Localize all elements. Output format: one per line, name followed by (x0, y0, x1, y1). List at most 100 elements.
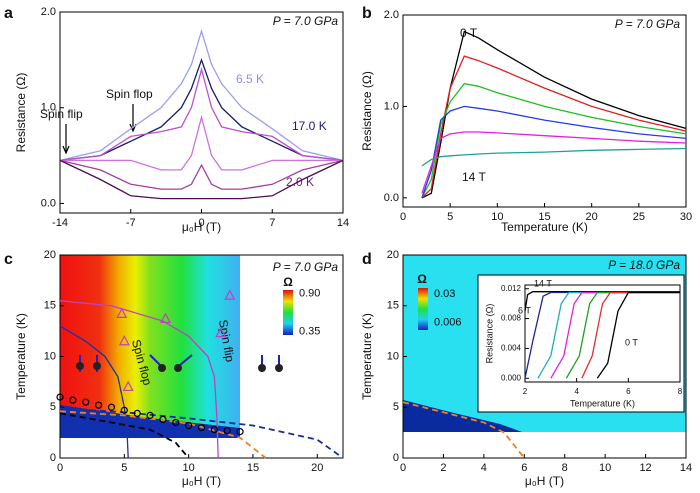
y-tick-label: 1.0 (384, 100, 399, 112)
circle-marker (107, 403, 116, 411)
x-tick-label: 15 (538, 211, 550, 223)
pressure: P = 7.0 GPa (273, 260, 339, 274)
circle-marker (185, 421, 193, 430)
x-tick-label: 6 (521, 462, 527, 474)
series-line (59, 159, 344, 200)
annotation: Spin flop (106, 87, 153, 101)
x-axis-label: μ₀H (T) (525, 474, 564, 488)
series-label: 14 T (534, 278, 552, 288)
x-tick-label: 0 (400, 462, 406, 474)
triangle-marker (118, 334, 130, 346)
colorbar-c (283, 290, 293, 335)
circle-marker (146, 411, 154, 419)
pressure: P = 7.0 GPa (273, 14, 339, 28)
x-tick-label: 0 (198, 217, 204, 229)
x-tick-label: 14 (337, 217, 349, 229)
panel-label: c (4, 251, 13, 268)
x-tick-label: 12 (639, 462, 651, 474)
x-tick-label: 7 (269, 217, 275, 229)
circle-marker (236, 428, 244, 436)
x-tick-label: 25 (633, 211, 645, 223)
pressure: P = 7.0 GPa (615, 17, 681, 31)
series-label: 2.0 K (286, 175, 314, 189)
x-tick-label: 6 (626, 387, 631, 396)
series-label: 14 T (462, 170, 486, 184)
triangle-marker (116, 307, 128, 318)
series-line (59, 300, 219, 459)
series-line (59, 412, 190, 459)
circle-marker (197, 423, 206, 432)
series-line (59, 410, 267, 459)
series-label: 6.5 K (236, 72, 264, 86)
series-label: 0 T (625, 337, 638, 347)
series-line (524, 291, 680, 312)
circle-marker (133, 409, 141, 417)
y-tick-label: 15 (387, 300, 399, 312)
x-tick-label: 4 (574, 387, 579, 396)
triangle-marker (224, 289, 236, 300)
pressure: P = 18.0 GPa (608, 258, 680, 272)
circle-marker (94, 401, 103, 409)
x-tick-label: 5 (447, 211, 453, 223)
series-line (421, 30, 687, 199)
y-tick-label: 10 (387, 350, 399, 362)
series-line (59, 325, 129, 459)
x-tick-label: 20 (311, 462, 323, 474)
circle-marker (56, 393, 64, 401)
series-line (59, 159, 344, 190)
series-line (402, 401, 526, 459)
y-tick-label: 0.004 (501, 344, 522, 353)
series-line (59, 57, 344, 162)
circle-marker (210, 425, 218, 434)
y-axis-label: Resistance (Ω) (360, 71, 374, 151)
x-tick-label: 4 (481, 462, 487, 474)
x-tick-label: 8 (678, 387, 683, 396)
series-line (596, 291, 680, 379)
circle-marker (223, 426, 231, 435)
y-tick-label: 1.0 (41, 102, 56, 114)
colorbar-tick-label: 0.35 (299, 325, 320, 337)
x-tick-label: -7 (126, 217, 136, 229)
x-tick-label: 2 (523, 387, 528, 396)
x-tick-label: 10 (183, 462, 195, 474)
series-label: 17.0 K (292, 119, 327, 133)
spin-icons (76, 354, 283, 372)
panel-label: b (362, 5, 372, 22)
circle-marker (172, 418, 180, 427)
y-tick-label: 2.0 (41, 6, 56, 18)
inset-frame (477, 274, 685, 413)
triangle-marker (215, 326, 227, 338)
panel-label: a (4, 5, 13, 22)
colorbar-tick-label: 0.90 (299, 287, 320, 299)
panel-label: d (362, 251, 372, 268)
circle-marker (159, 415, 167, 424)
colorbar-d (418, 288, 428, 330)
x-axis-label: μ₀H (T) (182, 220, 221, 234)
circle-marker (82, 398, 90, 406)
arrows (62, 104, 137, 155)
triangle-marker (122, 380, 134, 392)
series-line (421, 55, 687, 199)
y-tick-label: 0 (393, 452, 399, 464)
circle-marker (69, 396, 77, 404)
x-tick-label: 30 (680, 211, 692, 223)
series-line (59, 28, 344, 162)
y-tick-label: 20 (44, 249, 56, 261)
x-tick-label: 14 (680, 462, 692, 474)
x-tick-label: 0 (400, 211, 406, 223)
y-tick-label: 5 (50, 401, 56, 413)
y-axis-label: Temperature (K) (14, 313, 28, 400)
series-line (60, 114, 343, 171)
y-axis-label: Temperature (K) (360, 313, 374, 400)
series-line (421, 147, 687, 167)
x-axis-label: μ₀H (T) (182, 474, 221, 488)
y-axis-label: Resistance (Ω) (484, 304, 494, 364)
y-axis-label: Resistance (Ω) (14, 73, 28, 153)
x-tick-label: -14 (52, 217, 68, 229)
y-tick-label: 0.008 (501, 314, 522, 323)
x-tick-label: 0 (57, 462, 63, 474)
annotation: Spin flip (40, 107, 83, 121)
circle-marker (120, 406, 128, 414)
plot-frame (524, 284, 681, 383)
y-tick-label: 5 (393, 401, 399, 413)
